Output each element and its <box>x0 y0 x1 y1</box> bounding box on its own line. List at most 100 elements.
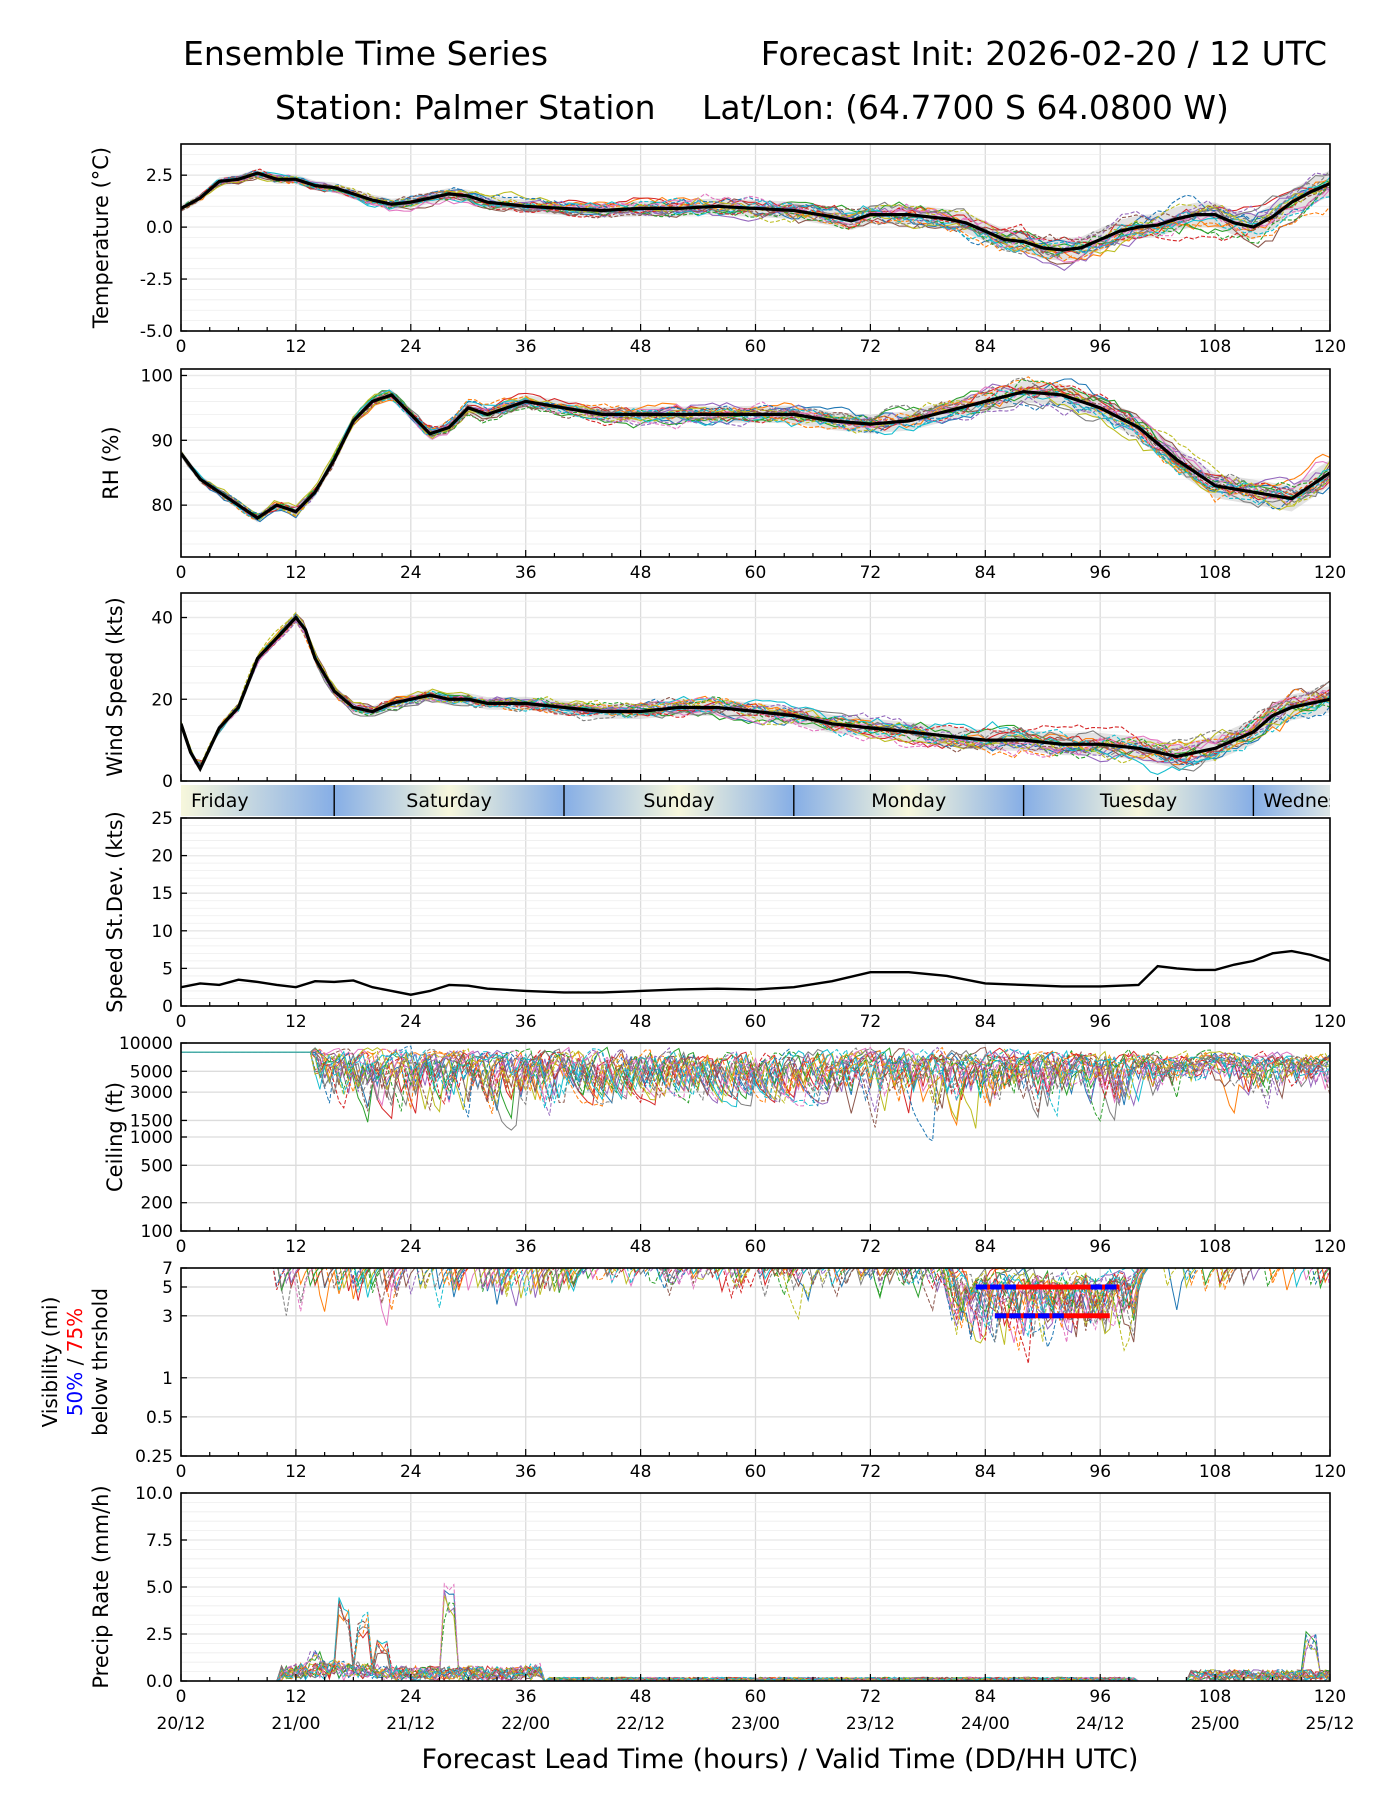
x-tick-label: 36 <box>515 1237 537 1257</box>
x-tick-label: 36 <box>515 1462 537 1482</box>
y-tick-label: 100 <box>141 366 173 386</box>
day-label: Friday <box>191 790 249 812</box>
plot-area-ceiling <box>181 1045 1330 1142</box>
member-line <box>277 1268 1320 1326</box>
x-tick-label: 0 <box>176 1687 187 1707</box>
valid-time-label: 22/12 <box>616 1714 665 1734</box>
member-line <box>181 170 1330 260</box>
x-tick-label: 24 <box>400 1012 422 1032</box>
y-tick-label: 5 <box>162 1278 173 1298</box>
y-tick-label: 2.5 <box>146 1625 173 1645</box>
day-band-cell <box>181 785 335 816</box>
x-tick-label: 12 <box>285 337 307 357</box>
day-label: Wednesday <box>1263 790 1373 812</box>
valid-time-label: 23/00 <box>731 1714 780 1734</box>
y-tick-label: 15 <box>151 884 173 904</box>
member-line <box>421 1268 1230 1352</box>
y-tick-label: 20 <box>151 690 173 710</box>
x-tick-label: 108 <box>1199 563 1231 583</box>
x-tick-label: 0 <box>176 337 187 357</box>
panel-wind_speed: 0 20 40 Wind Speed (kts) <box>103 592 1331 792</box>
ensemble-mean-line <box>181 390 1330 521</box>
plot-area-temperature <box>181 168 1330 272</box>
member-line <box>181 175 1330 241</box>
x-tick-label: 60 <box>745 1012 767 1032</box>
member-line <box>181 172 1330 251</box>
x-tick-label: 120 <box>1314 563 1346 583</box>
x-tick-label: 96 <box>1089 1012 1111 1032</box>
x-tick-label: 60 <box>745 1687 767 1707</box>
x-tick-label: 84 <box>974 337 996 357</box>
x-tick-label: 120 <box>1314 1237 1346 1257</box>
day-label: Monday <box>871 790 946 812</box>
y-axis-label: Temperature (°C) <box>89 147 113 329</box>
member-line <box>181 1047 1330 1108</box>
member-line <box>181 386 1330 522</box>
member-line <box>181 1046 1330 1107</box>
day-band-cell <box>793 785 1024 816</box>
x-tick-label: 72 <box>860 1462 882 1482</box>
panel-precip_rate: 0.0 2.5 5.0 7.5 10.0 0 12 24 36 48 60 72 84 96 108 120 P… <box>89 1484 1346 1707</box>
x-tick-label: 48 <box>630 1237 652 1257</box>
y-axis-label: Ceiling (ft) <box>103 1082 127 1192</box>
x-tick-label: 12 <box>285 1237 307 1257</box>
y-tick-label: 90 <box>151 431 173 451</box>
x-tick-label: 72 <box>860 337 882 357</box>
x-tick-label: 108 <box>1199 1687 1231 1707</box>
valid-time-label: 20/12 <box>157 1714 206 1734</box>
x-tick-label: 24 <box>400 337 422 357</box>
x-tick-label: 48 <box>630 563 652 583</box>
x-tick-label: 12 <box>285 563 307 583</box>
member-line <box>325 1268 1330 1351</box>
y-tick-label: 100 <box>141 1222 173 1242</box>
y-label-line1: Visibility (mi) <box>38 1297 62 1428</box>
day-label: Saturday <box>406 790 492 812</box>
y-tick-label: 0 <box>162 772 173 792</box>
member-line <box>320 1268 1238 1343</box>
y-tick-label: 25 <box>151 809 173 829</box>
x-tick-label: 108 <box>1199 1237 1231 1257</box>
member-line <box>181 390 1330 517</box>
x-tick-label: 24 <box>400 1462 422 1482</box>
day-label: Tuesday <box>1099 790 1177 812</box>
y-tick-label: 2.5 <box>146 166 173 186</box>
member-line <box>181 618 1330 763</box>
y-tick-label: -2.5 <box>140 270 173 290</box>
x-tick-label: 84 <box>974 563 996 583</box>
x-tick-label: 60 <box>745 337 767 357</box>
x-tick-label: 96 <box>1089 1237 1111 1257</box>
x-tick-label: 108 <box>1199 337 1231 357</box>
station-name: Station: Palmer Station <box>275 88 656 127</box>
member-line <box>272 1268 1330 1364</box>
y-tick-label: 1 <box>162 1369 173 1389</box>
day-band-cell <box>334 785 564 816</box>
x-tick-label: 120 <box>1314 1012 1346 1032</box>
x-tick-label: 0 <box>176 1012 187 1032</box>
y-tick-label: 7.5 <box>146 1531 173 1551</box>
x-tick-label: 60 <box>745 1462 767 1482</box>
x-tick-label: 0 <box>176 563 187 583</box>
plot-area-visibility <box>272 1268 1330 1364</box>
figure-title: Ensemble Time Series <box>183 34 549 73</box>
y-tick-label: 80 <box>151 496 173 516</box>
x-tick-label: 12 <box>285 1462 307 1482</box>
x-tick-label: 36 <box>515 563 537 583</box>
ensemble-mean-line <box>181 615 1330 773</box>
y-tick-label: 10 <box>151 922 173 942</box>
y-tick-label: 5 <box>162 959 173 979</box>
y-tick-label: 5000 <box>130 1062 173 1082</box>
panel-rh: 80 90 100 0 12 24 36 48 60 72 84 96 108 120 RH (%) <box>99 366 1346 583</box>
y-label-50: 50% <box>63 1372 87 1416</box>
y-tick-label: 40 <box>151 609 173 629</box>
member-line <box>181 1047 1330 1118</box>
x-tick-label: 72 <box>860 1237 882 1257</box>
day-band-cell <box>1253 785 1330 816</box>
member-line <box>181 618 1330 765</box>
member-line <box>181 1633 1330 1681</box>
x-tick-label: 12 <box>285 1687 307 1707</box>
member-line <box>339 1268 1233 1345</box>
y-tick-label: 10.0 <box>135 1484 173 1504</box>
y-tick-label: 200 <box>141 1194 173 1214</box>
y-axis-label: RH (%) <box>99 426 123 499</box>
